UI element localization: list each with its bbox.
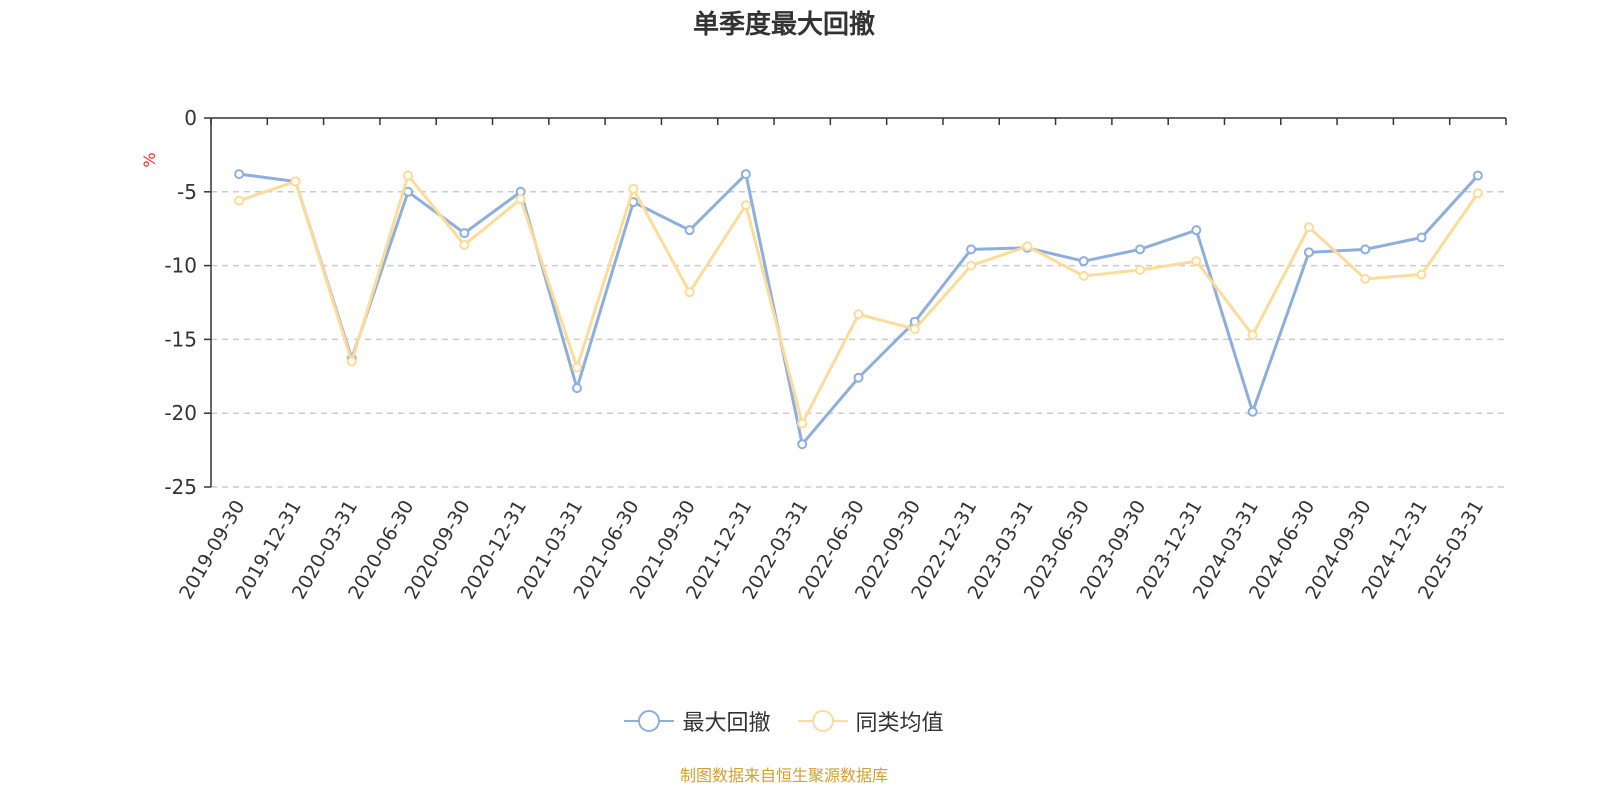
data-point[interactable] (966, 260, 977, 271)
legend-item-series-2[interactable]: 同类均值 (797, 705, 944, 737)
data-point[interactable] (459, 228, 470, 239)
y-tick-label: -10 (164, 254, 197, 278)
data-point[interactable] (853, 372, 864, 383)
data-point[interactable] (1135, 244, 1146, 255)
data-point[interactable] (684, 287, 695, 298)
data-point[interactable] (1472, 188, 1483, 199)
data-point[interactable] (571, 383, 582, 394)
data-point[interactable] (1416, 269, 1427, 280)
legend-line-circle-icon (624, 710, 675, 732)
data-point[interactable] (403, 170, 414, 181)
data-source-note: 制图数据来自恒生聚源数据库 (679, 766, 888, 785)
legend-label: 同类均值 (855, 711, 944, 736)
series-line (238, 172, 1479, 446)
data-point[interactable] (1303, 222, 1314, 233)
grid-lines (211, 191, 1506, 488)
y-tick-label: -5 (177, 180, 197, 204)
data-point[interactable] (1303, 247, 1314, 258)
data-point[interactable] (1360, 273, 1371, 284)
data-point[interactable] (628, 183, 639, 194)
data-point[interactable] (290, 176, 301, 187)
y-tick-label: -20 (164, 401, 197, 425)
series-1 (234, 169, 1483, 450)
data-point[interactable] (1247, 329, 1258, 340)
data-point[interactable] (1472, 170, 1483, 181)
y-axis-tick-labels: 0 -5 -10 -15 -20 -25 (164, 106, 197, 499)
data-point[interactable] (1416, 232, 1427, 243)
data-point[interactable] (909, 324, 920, 335)
data-point[interactable] (684, 225, 695, 236)
legend: 最大回撤 同类均值 (0, 705, 1568, 740)
data-point[interactable] (459, 239, 470, 250)
y-tick-label: -25 (164, 475, 197, 499)
x-axis-tick-labels: 2019-09-302019-12-312020-03-312020-06-30… (175, 496, 1488, 603)
data-point[interactable] (1191, 256, 1202, 267)
data-point[interactable] (853, 309, 864, 320)
axes (204, 117, 1507, 488)
data-point[interactable] (740, 200, 751, 211)
data-point[interactable] (1247, 406, 1258, 417)
data-point[interactable] (1135, 265, 1146, 276)
series-2 (234, 170, 1483, 429)
y-axis-unit-label: % (140, 152, 159, 167)
y-tick-label: -15 (164, 327, 197, 351)
data-point[interactable] (740, 169, 751, 180)
data-point[interactable] (966, 244, 977, 255)
data-point[interactable] (1078, 270, 1089, 281)
data-point[interactable] (1360, 244, 1371, 255)
legend-item-series-1[interactable]: 最大回撤 (624, 705, 771, 737)
data-point[interactable] (571, 362, 582, 373)
series-lines (234, 169, 1483, 450)
data-point[interactable] (515, 194, 526, 205)
legend-label: 最大回撤 (682, 711, 771, 736)
chart-title: 单季度最大回撤 (692, 10, 875, 40)
data-point[interactable] (1191, 225, 1202, 236)
data-point[interactable] (234, 195, 245, 206)
data-point[interactable] (797, 418, 808, 429)
y-tick-label: 0 (184, 106, 197, 130)
data-point[interactable] (797, 439, 808, 450)
data-point[interactable] (1078, 256, 1089, 267)
data-point[interactable] (346, 356, 357, 367)
legend-line-circle-icon (797, 710, 848, 732)
line-chart: 0 -5 -10 -15 -20 -25 2019-09-302019-12-312020… (140, 106, 1507, 603)
data-point[interactable] (234, 169, 245, 180)
data-point[interactable] (1022, 241, 1033, 252)
